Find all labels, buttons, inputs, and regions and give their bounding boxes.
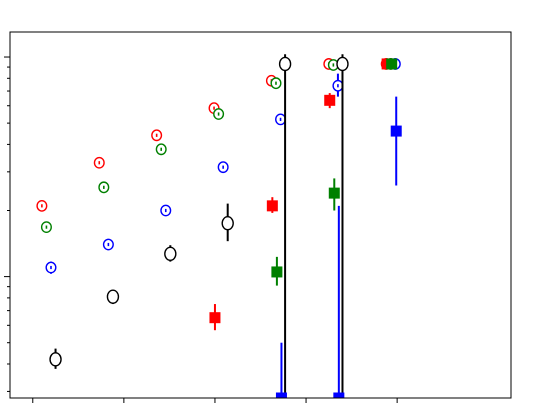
marker-circle	[221, 216, 234, 231]
marker-square	[390, 125, 402, 137]
series-7	[275, 96, 402, 398]
series-5	[209, 58, 393, 331]
marker-square	[328, 187, 340, 199]
marker-square	[209, 312, 221, 324]
marker-circle	[106, 289, 120, 304]
point-s3-5	[275, 113, 287, 126]
series-6	[271, 58, 398, 286]
point-s5-1	[209, 304, 221, 331]
marker-circle	[49, 352, 62, 367]
marker-square	[275, 392, 287, 398]
point-s2-5	[270, 77, 282, 90]
point-s6-2	[328, 178, 340, 211]
marker-square	[266, 200, 278, 212]
point-s6-1	[271, 256, 283, 286]
marker-square	[333, 392, 345, 398]
marker-circle	[164, 246, 177, 262]
point-s4-6	[336, 54, 349, 398]
point-s4-1	[49, 348, 62, 369]
point-s2-2	[98, 181, 110, 194]
point-s7-3	[390, 96, 402, 186]
marker-square	[386, 58, 398, 70]
point-s5-3	[324, 93, 336, 109]
marker-square	[271, 266, 283, 278]
point-s3-1	[45, 261, 57, 274]
point-s1-2	[93, 156, 105, 169]
series-4	[49, 54, 349, 398]
point-s2-6	[327, 59, 339, 71]
point-s3-2	[102, 238, 114, 251]
point-s4-2	[106, 289, 120, 305]
point-s7-1	[275, 342, 287, 398]
point-s7-2	[333, 205, 345, 398]
point-s2-3	[155, 143, 167, 156]
marker-circle	[278, 56, 292, 72]
point-s3-6	[332, 73, 344, 97]
plot-frame	[9, 31, 512, 399]
point-s2-1	[40, 221, 52, 234]
point-s3-3	[160, 204, 172, 217]
marker-square	[324, 94, 336, 106]
point-s6-3	[386, 58, 398, 70]
data-marks	[36, 54, 402, 398]
point-s3-4	[217, 161, 229, 174]
point-s4-5	[278, 54, 292, 398]
point-s1-3	[151, 129, 163, 142]
point-s1-1	[36, 199, 48, 212]
marker-circle	[336, 56, 349, 72]
point-s2-4	[213, 108, 225, 120]
point-s5-2	[266, 197, 278, 213]
point-s4-3	[164, 245, 177, 262]
point-s4-4	[221, 203, 234, 242]
